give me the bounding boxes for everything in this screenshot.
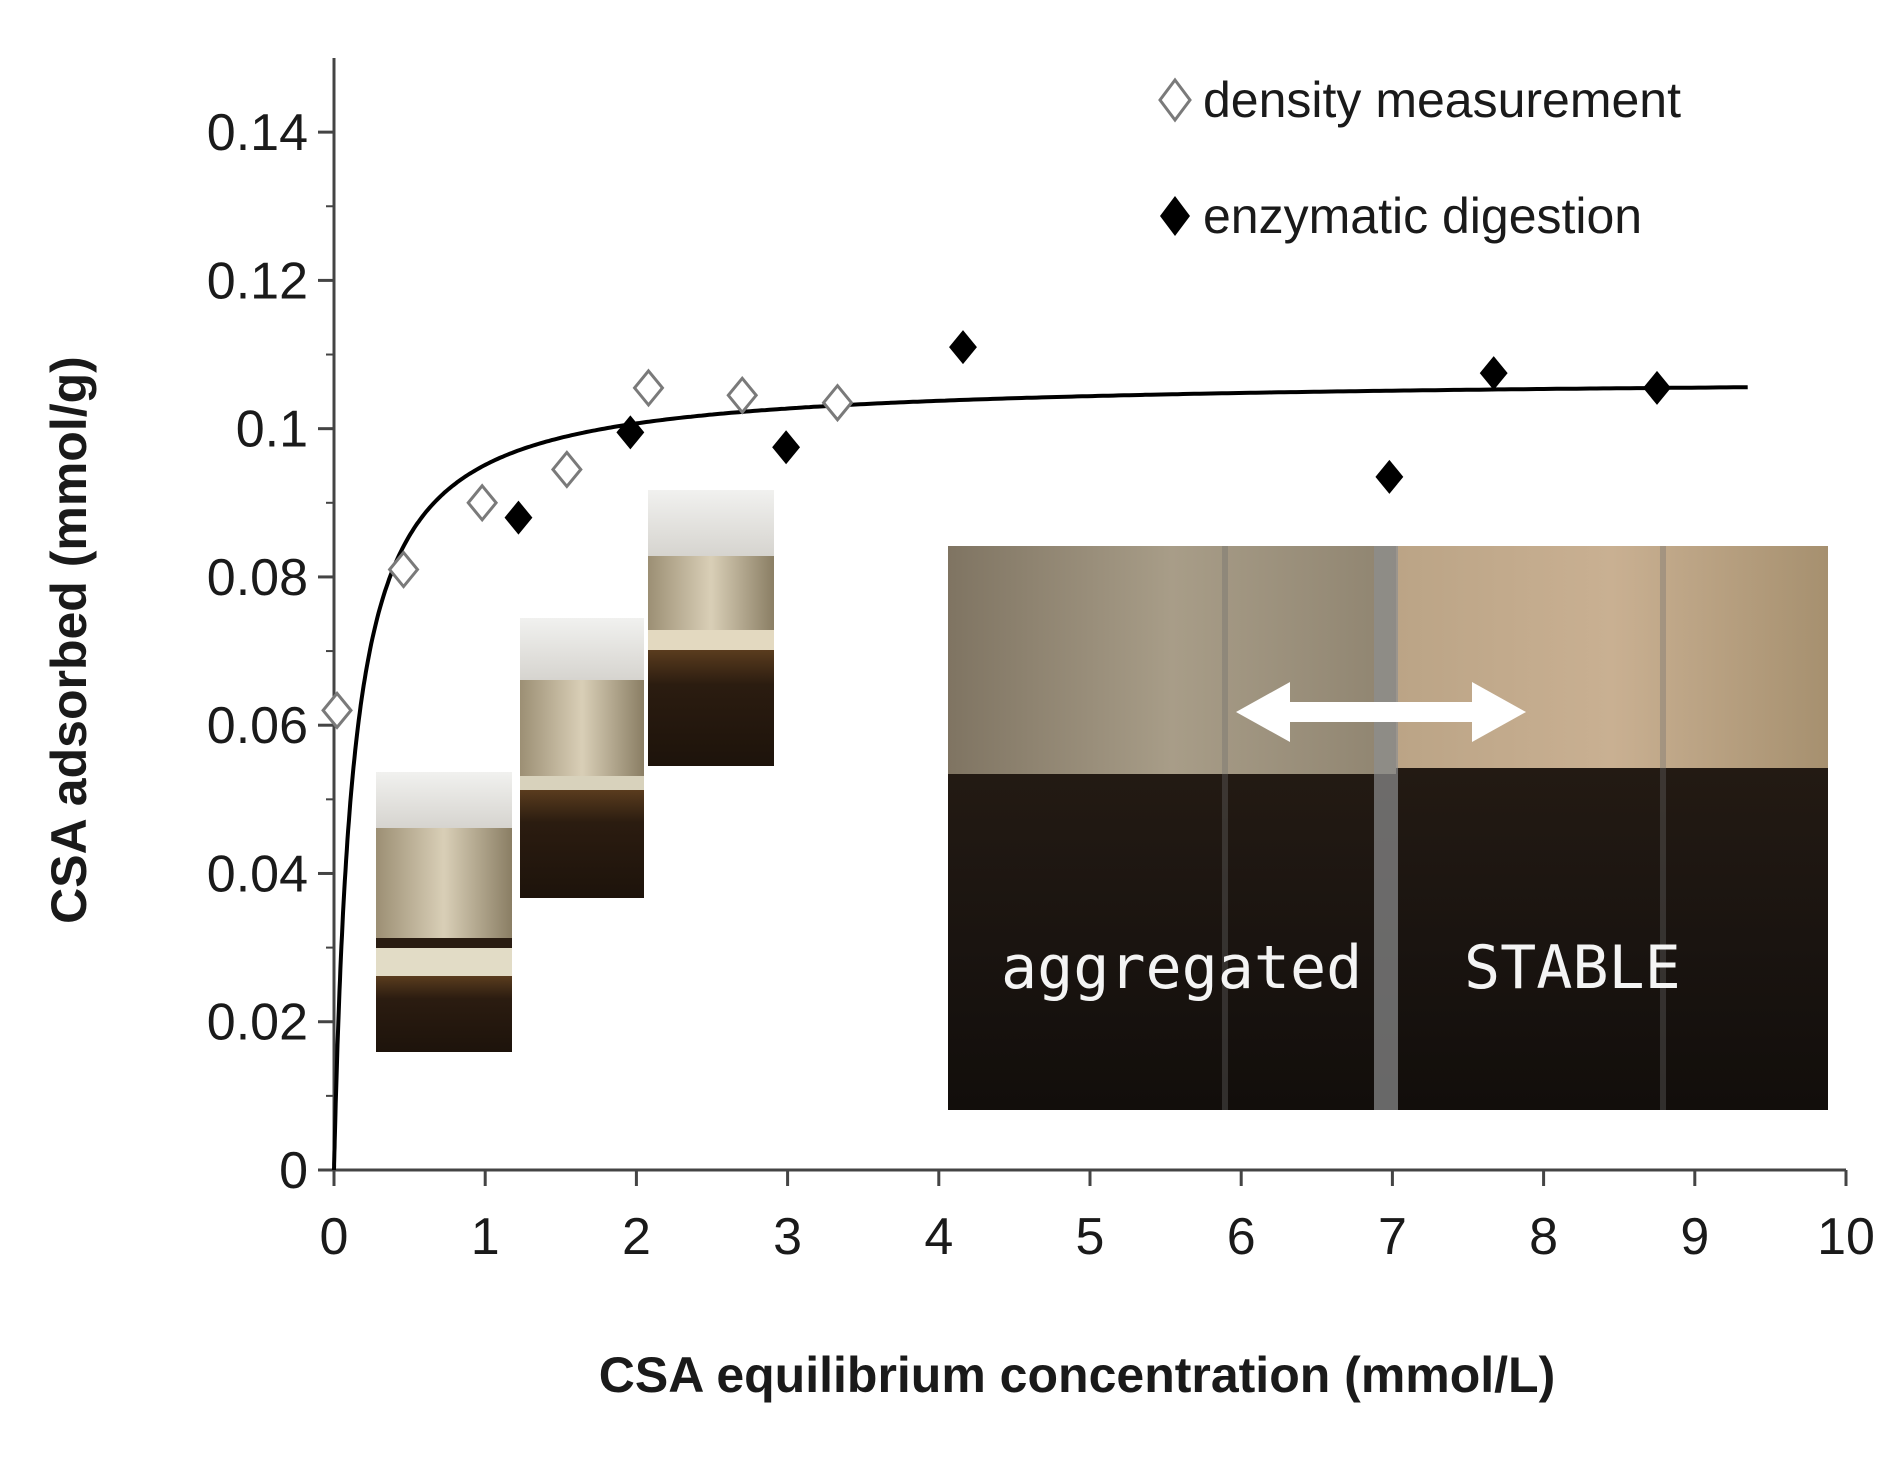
legend: density measurement enzymatic digestion [1158,72,1681,244]
data-point [1479,356,1508,391]
data-point [321,691,353,730]
y-tick-label: 0 [279,1142,308,1200]
x-tick-label: 5 [1076,1208,1105,1266]
data-point [550,450,583,489]
vial-photo-1 [376,772,512,1052]
data-point [616,415,645,450]
legend-marker-enzymatic [1160,196,1190,236]
vial-photo-2 [520,618,644,898]
double-arrow-icon [1236,682,1526,742]
y-tick-label: 0.02 [207,994,308,1052]
x-tick-label: 9 [1680,1208,1709,1266]
data-point [726,375,759,415]
sediment-comparison-photo [948,546,1828,1110]
y-tick-label: 0.04 [207,845,308,903]
data-point [772,430,801,465]
x-tick-label: 7 [1378,1208,1407,1266]
y-tick-label: 0.14 [207,104,308,162]
x-tick-label: 8 [1529,1208,1558,1266]
x-tick-label: 3 [773,1208,802,1266]
x-tick-label: 1 [471,1208,500,1266]
fit-curve [332,385,1748,1170]
y-axis-title: CSA adsorbed (mmol/g) [41,356,97,924]
data-point [387,550,420,589]
x-tick-label: 6 [1227,1208,1256,1266]
x-tick-label: 2 [622,1208,651,1266]
y-tick-label: 0.1 [236,401,308,459]
y-tick-label: 0.12 [207,252,308,310]
data-point [1375,459,1404,494]
legend-label-enzymatic: enzymatic digestion [1203,188,1642,244]
data-point [504,500,533,535]
x-tick-label: 0 [320,1208,349,1266]
data-point [466,483,499,523]
y-tick-label: 0.08 [207,549,308,607]
x-axis-title: CSA equilibrium concentration (mmol/L) [599,1347,1556,1403]
series-density [321,368,854,730]
vial-photo-3 [648,490,774,766]
legend-label-density: density measurement [1203,72,1681,128]
y-tick-label: 0.06 [207,697,308,755]
data-point [949,330,977,365]
photo-label-stable: STABLE [1464,933,1681,1003]
data-point [632,368,665,408]
data-point [1643,370,1671,405]
axes: 0 0.02 0.04 0.06 0.08 0.1 0.12 0.14 0 1 2 3 4 5 6 7 8 9 1… [207,58,1875,1266]
photo-label-aggregated: aggregated [1001,933,1362,1003]
data-point [821,383,854,423]
x-tick-label: 10 [1817,1208,1875,1266]
legend-marker-density [1158,77,1192,123]
x-tick-label: 4 [924,1208,953,1266]
series-enzymatic [504,330,1671,535]
